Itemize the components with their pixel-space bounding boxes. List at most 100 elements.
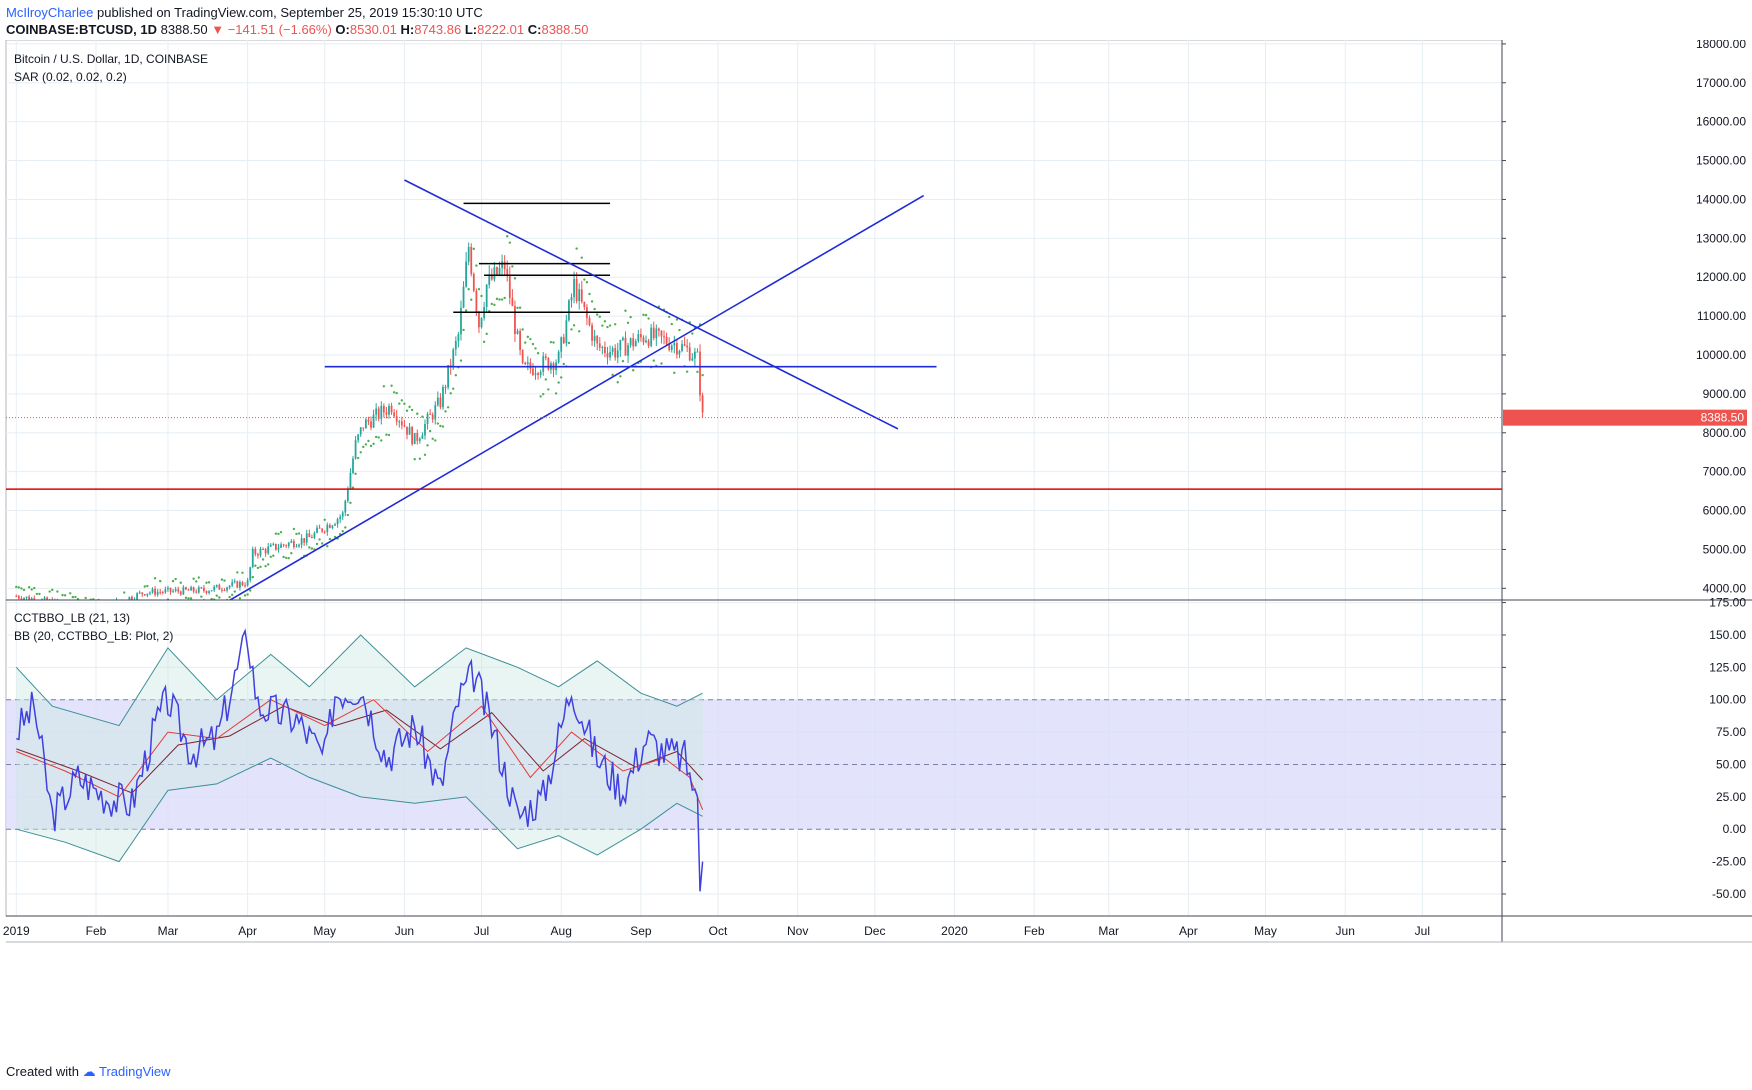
sar-dot (256, 566, 260, 570)
sar-dot (691, 332, 694, 335)
candle-body (537, 373, 539, 375)
open-value: 8530.01 (349, 22, 397, 37)
trendline[interactable] (404, 179, 899, 430)
candle-body (17, 596, 20, 599)
high-label: H: (400, 22, 415, 37)
sar-dot (544, 378, 547, 381)
osc-tick-label: 75.00 (1716, 725, 1746, 739)
candle-body (128, 596, 131, 600)
sar-dot (387, 433, 391, 437)
candle-body (395, 416, 398, 422)
sar-dot (27, 586, 31, 589)
sar-dot (192, 577, 195, 580)
candle-body (467, 246, 470, 262)
candle-body (15, 596, 18, 598)
candle-body (228, 585, 231, 588)
oscillator-pane[interactable] (6, 628, 1502, 892)
sar-dot (549, 340, 553, 344)
sar-dot (495, 297, 499, 301)
osc-tick-label: 50.00 (1716, 757, 1746, 771)
sar-dot (195, 580, 198, 583)
sar-dot (578, 330, 581, 333)
sar-dot (500, 298, 504, 301)
price-tick-label: 11000.00 (1697, 309, 1746, 323)
sar-dot (369, 444, 373, 448)
axes: 2019 Feb Mar Apr May Jun Jul Aug Sep Oct Nov Dec 202… (3, 40, 1752, 943)
sar-dot (490, 302, 494, 306)
sar-dot (511, 265, 514, 268)
sar-dot (215, 594, 218, 597)
sar-dot (354, 472, 357, 476)
trendline[interactable] (217, 194, 925, 608)
sar-dot (593, 307, 596, 311)
sar-dot (675, 318, 679, 321)
sar-dot (536, 351, 540, 355)
sar-dot (449, 392, 452, 395)
price-tick-label: 13000.00 (1696, 231, 1746, 245)
last-price: 8388.50 (160, 22, 208, 37)
sar-dot (318, 538, 321, 541)
candle-body (344, 500, 347, 513)
sar-dot (452, 387, 455, 390)
sar-dot (701, 373, 704, 377)
x-tick-label: Feb (86, 924, 107, 938)
sar-dot (462, 328, 465, 332)
candle-body (624, 337, 627, 356)
sar-dot (428, 429, 432, 433)
candle-body (431, 414, 434, 420)
sar-dot (506, 235, 509, 238)
candle-body (560, 337, 563, 352)
candle-body (197, 587, 200, 593)
sar-dot (328, 537, 332, 541)
candle-body (480, 317, 483, 328)
candle-body (254, 548, 257, 555)
sar-dot (290, 551, 293, 555)
candle-body (442, 386, 444, 408)
candle-body (205, 590, 208, 594)
sar-dot (364, 443, 368, 446)
sar-dot (441, 425, 445, 428)
candle-body (174, 589, 177, 591)
tradingview-brand[interactable]: TradingView (99, 1064, 171, 1079)
candle-body (341, 512, 344, 517)
candle-body (382, 405, 385, 413)
sar-dot (392, 391, 396, 394)
candle-body (436, 397, 439, 406)
sar-dot (603, 320, 607, 323)
sar-dot (626, 321, 630, 325)
candle-body (447, 364, 450, 388)
candle-body (542, 356, 545, 372)
candle-body (516, 330, 519, 335)
candle-body (699, 351, 701, 396)
sar-dot (673, 371, 676, 375)
candle-body (231, 582, 234, 586)
chart-header: McIlroyCharlee published on TradingView.… (6, 4, 588, 38)
sar-dot (377, 436, 380, 439)
sar-dot (572, 324, 576, 327)
osc-tick-label: 100.00 (1709, 693, 1746, 707)
chart-canvas[interactable]: 2019 Feb Mar Apr May Jun Jul Aug Sep Oct Nov Dec 202… (0, 40, 1752, 1060)
cctbbo-line (16, 628, 704, 892)
candle-body (141, 592, 144, 595)
price-pane[interactable] (6, 179, 1502, 623)
sar-dot (529, 337, 532, 341)
sar-dot (431, 437, 434, 440)
candle-body (565, 320, 568, 344)
sar-dot (380, 439, 383, 442)
candle-body (506, 269, 509, 275)
candle-body (578, 289, 581, 301)
candle-body (336, 519, 339, 525)
x-tick-label: Aug (551, 924, 572, 938)
published-text: published on TradingView.com, September … (97, 5, 483, 20)
sar-dot (76, 597, 80, 600)
candle-body (210, 590, 213, 592)
candle-body (665, 336, 668, 345)
sar-dot (477, 287, 481, 291)
author-link[interactable]: McIlroyCharlee (6, 5, 94, 20)
sar-dot (218, 596, 221, 599)
price-tick-label: 9000.00 (1703, 387, 1747, 401)
sar-dot (269, 555, 272, 559)
price-pane-title: Bitcoin / U.S. Dollar, 1D, COINBASE (14, 52, 208, 66)
candle-body (526, 362, 529, 365)
sar-dot (233, 590, 236, 593)
